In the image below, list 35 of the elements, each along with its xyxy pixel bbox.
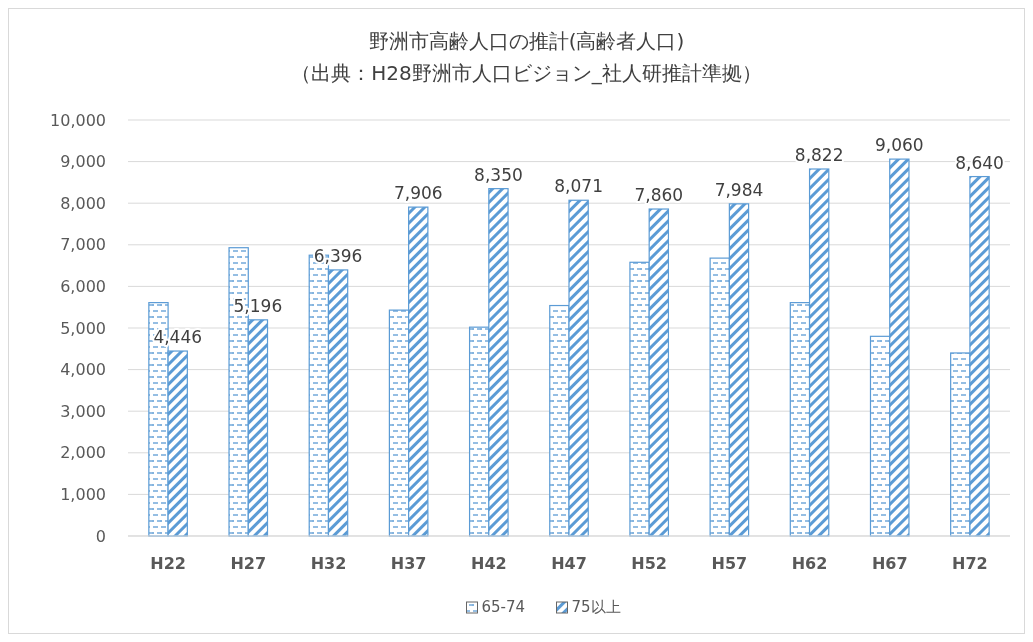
data-label: 7,906 [393,183,443,204]
x-tick-label: H62 [791,554,828,573]
data-label: 7,860 [634,185,684,206]
x-tick-label: H47 [551,554,587,573]
y-tick-label: 7,000 [60,235,106,255]
chart-title: 野洲市高齢人口の推計(高齢者人口) [368,29,685,53]
y-tick-label: 10,000 [50,110,106,130]
x-tick-label: H67 [871,554,908,573]
y-tick-label: 4,000 [60,360,106,380]
x-tick-label: H27 [230,554,267,573]
x-tick-label: H22 [150,554,186,573]
data-label: 8,822 [794,145,844,165]
y-tick-label: 5,000 [60,318,106,338]
chart-subtitle: （出典：H28野洲市人口ビジョン_社人研推計準拠） [291,61,762,85]
y-tick-label: 0 [95,526,106,546]
x-tick-label: H57 [711,554,748,573]
legend-label: 65-74 [481,598,526,616]
data-label: 6,396 [313,245,363,266]
y-tick-label: 9,000 [60,152,106,172]
y-tick-label: 8,000 [60,193,106,213]
y-tick-label: 1,000 [60,485,106,504]
legend-label: 75以上 [571,598,621,616]
y-tick-label: 2,000 [60,443,106,463]
data-label: 9,060 [875,135,924,156]
data-label: 7,984 [714,179,764,200]
x-tick-label: H52 [631,554,668,573]
x-tick-label: H32 [310,554,347,573]
data-label: 8,640 [955,152,1004,173]
x-tick-label: H72 [952,554,988,573]
y-tick-label: 3,000 [60,401,106,421]
x-tick-label: H42 [470,554,507,573]
x-tick-label: H37 [390,554,427,573]
data-label: 8,071 [554,176,603,197]
data-label: 8,350 [474,164,523,185]
y-tick-label: 6,000 [60,277,106,296]
